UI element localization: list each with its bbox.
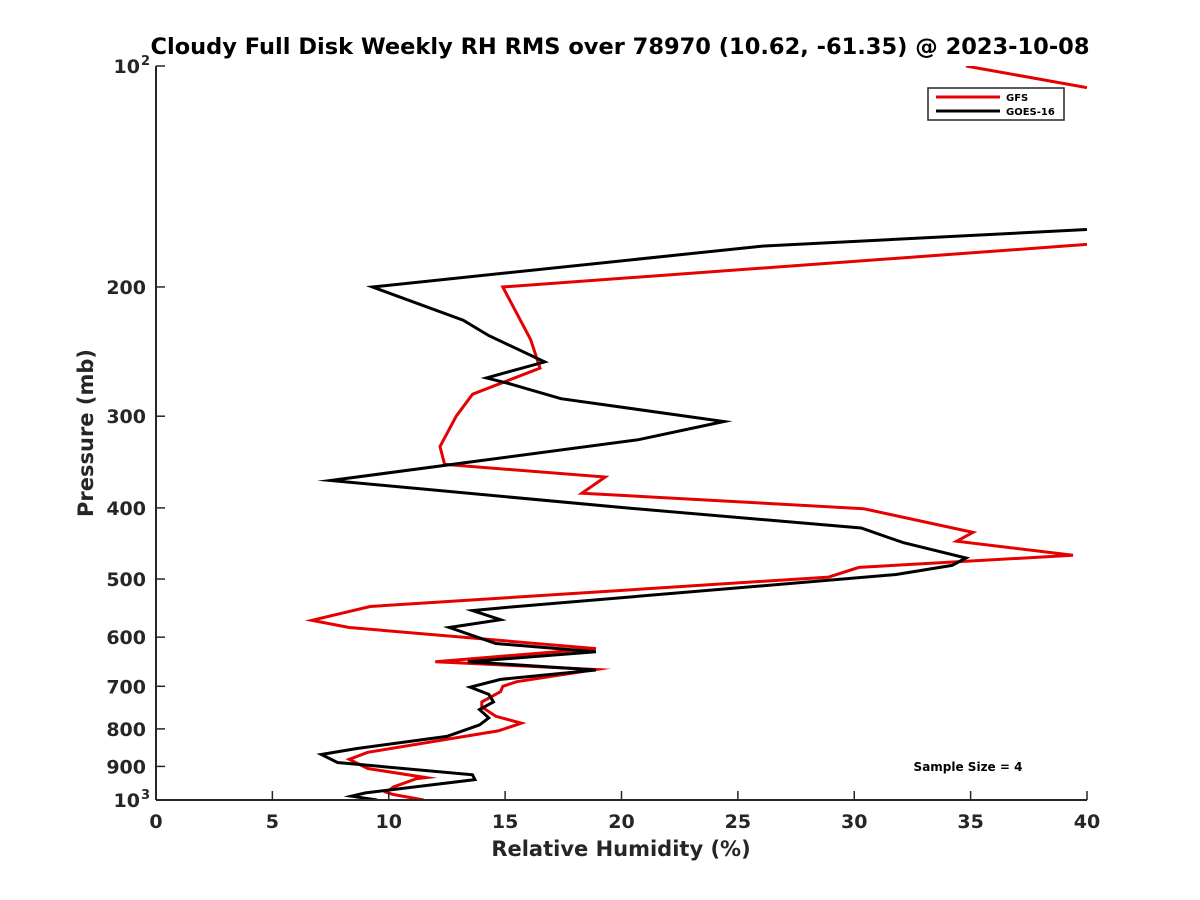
series-line-gfs-1 xyxy=(304,242,1087,800)
y-tick-label: 200 xyxy=(106,277,146,299)
x-tick-label: 10 xyxy=(376,811,402,833)
y-tick-label: 800 xyxy=(106,719,146,741)
y-tick-label: 500 xyxy=(106,569,146,591)
x-tick-label: 25 xyxy=(725,811,751,833)
y-axis-label: Pressure (mb) xyxy=(74,349,98,517)
x-tick-label: 15 xyxy=(492,811,518,833)
y-tick-label: 400 xyxy=(106,498,146,520)
x-tick-label: 30 xyxy=(841,811,867,833)
legend: GFS GOES-16 xyxy=(927,87,1065,121)
x-axis-ticks: 0 5 10 15 20 25 30 35 40 xyxy=(149,791,1100,833)
legend-label: GFS xyxy=(1006,93,1028,104)
x-tick-label: 20 xyxy=(608,811,634,833)
x-axis-label: Relative Humidity (%) xyxy=(491,837,750,861)
chart-title: Cloudy Full Disk Weekly RH RMS over 7897… xyxy=(150,34,1089,60)
x-tick-label: 40 xyxy=(1074,811,1100,833)
legend-box xyxy=(927,87,1065,121)
y-tick-label: 700 xyxy=(106,676,146,698)
series-line-goes-16-0 xyxy=(316,228,1087,800)
y-tick-exponent: 2 xyxy=(141,54,150,69)
axes xyxy=(155,66,1087,801)
x-tick-label: 5 xyxy=(266,811,279,833)
y-tick-label: 600 xyxy=(106,627,146,649)
legend-label: GOES-16 xyxy=(1006,107,1055,118)
sample-size-annotation: Sample Size = 4 xyxy=(914,760,1023,774)
series-line-gfs-0 xyxy=(965,66,1087,90)
y-tick-exponent: 3 xyxy=(141,788,150,803)
x-tick-label: 35 xyxy=(957,811,983,833)
y-tick-label: 900 xyxy=(106,756,146,778)
x-tick-label: 0 xyxy=(149,811,162,833)
y-tick-label: 300 xyxy=(106,406,146,428)
y-tick-label: 10 xyxy=(114,790,140,812)
y-tick-label: 10 xyxy=(114,56,140,78)
plot-lines xyxy=(304,66,1087,800)
